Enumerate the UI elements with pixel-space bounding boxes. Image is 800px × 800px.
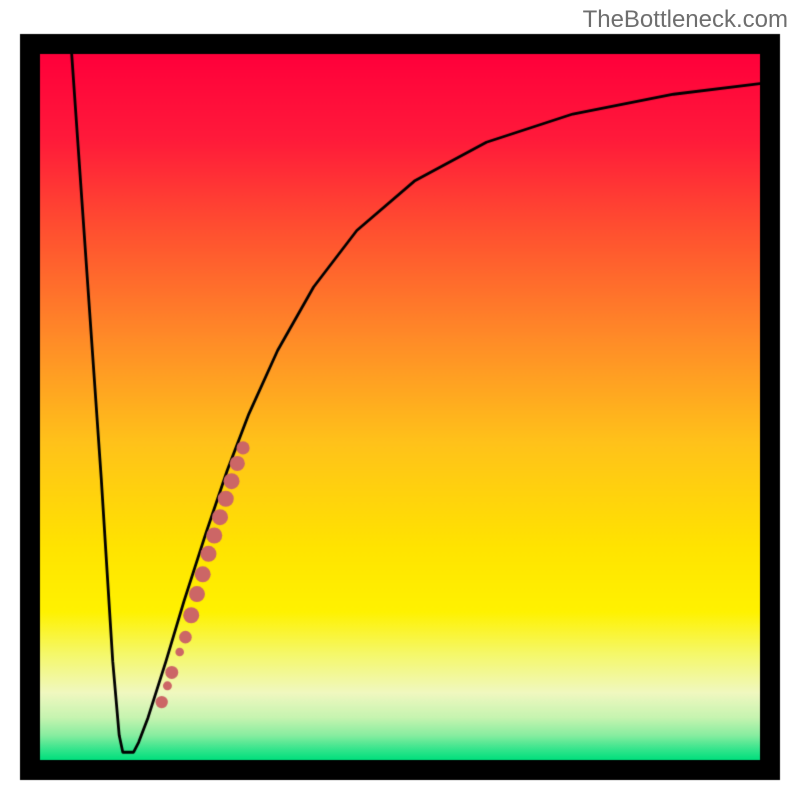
bottleneck-chart xyxy=(0,0,800,800)
watermark-label: TheBottleneck.com xyxy=(583,6,788,34)
